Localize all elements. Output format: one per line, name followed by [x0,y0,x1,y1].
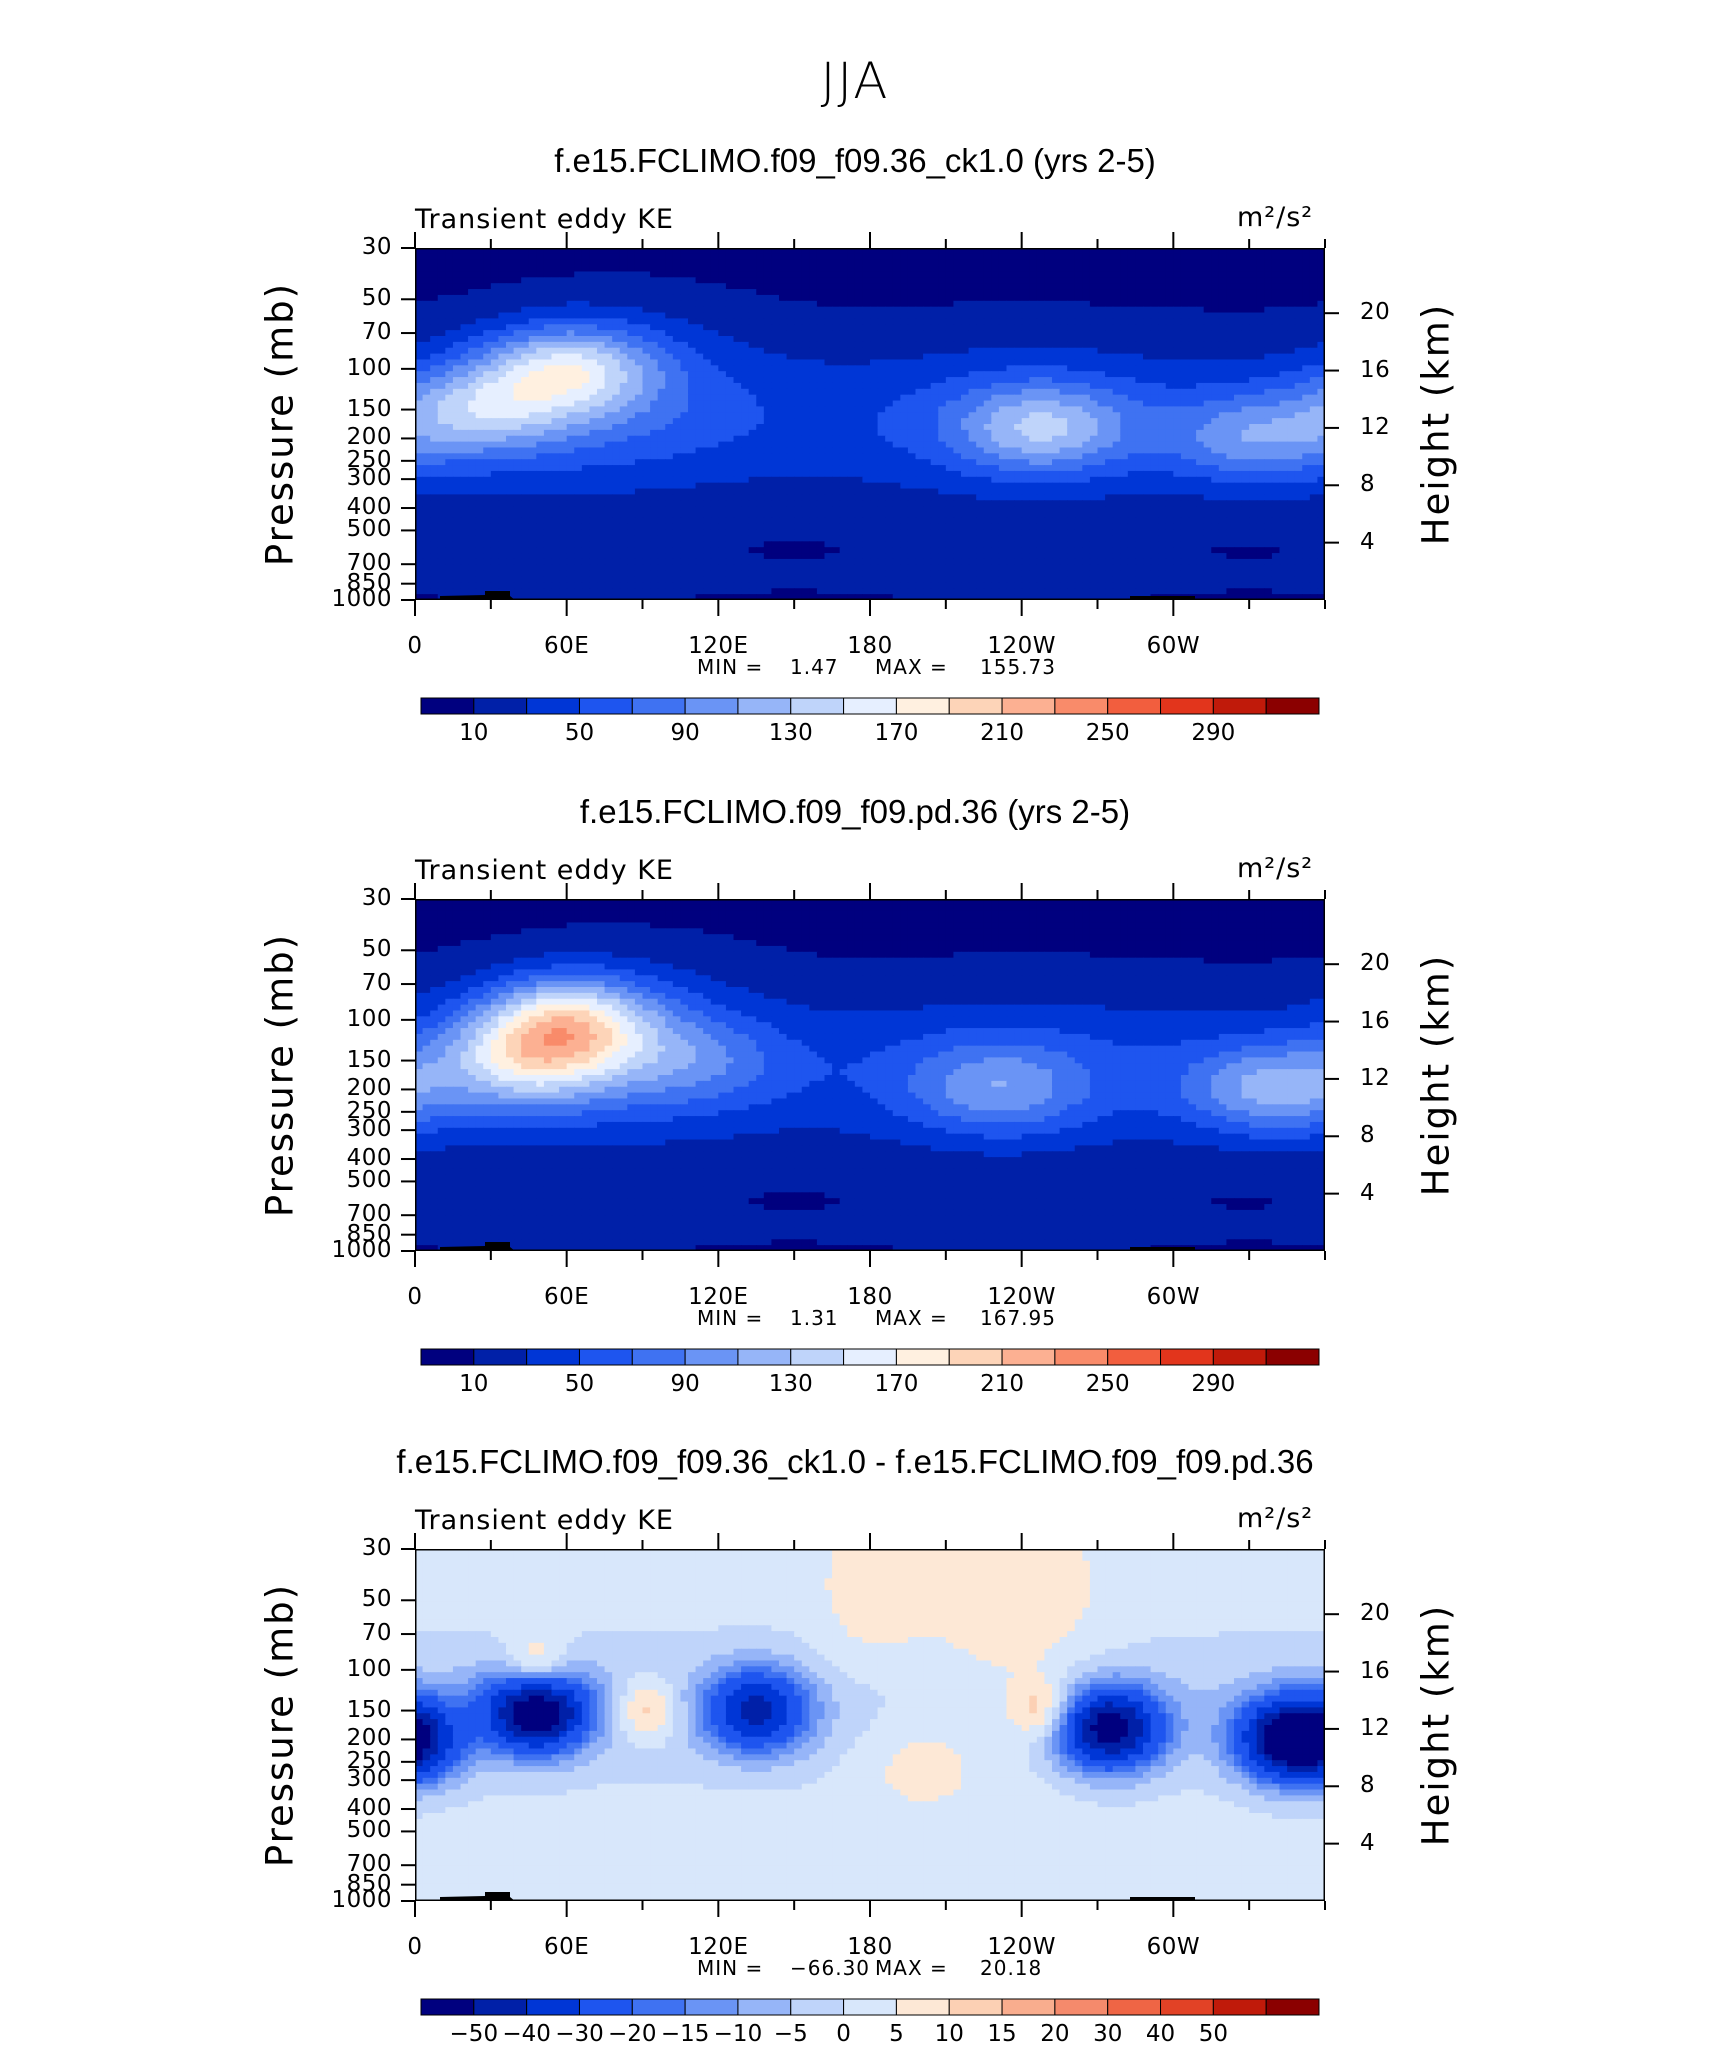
main-title: JJA [0,52,1710,110]
panel-title: f.e15.FCLIMO.f09_f09.36_ck1.0 (yrs 2-5) [0,142,1710,180]
